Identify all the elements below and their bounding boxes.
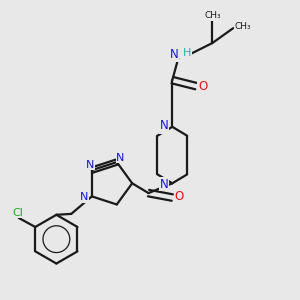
Text: CH₃: CH₃ <box>204 11 221 20</box>
Text: N: N <box>160 119 168 132</box>
Text: O: O <box>174 190 184 203</box>
Text: CH₃: CH₃ <box>235 22 251 31</box>
Text: O: O <box>198 80 207 93</box>
Text: Cl: Cl <box>12 208 23 218</box>
Text: N: N <box>86 160 94 170</box>
Text: N: N <box>160 178 168 191</box>
Text: H: H <box>183 48 191 59</box>
Text: N: N <box>170 48 178 62</box>
Text: N: N <box>160 120 168 133</box>
Text: N: N <box>116 153 124 163</box>
Text: N: N <box>80 192 88 202</box>
